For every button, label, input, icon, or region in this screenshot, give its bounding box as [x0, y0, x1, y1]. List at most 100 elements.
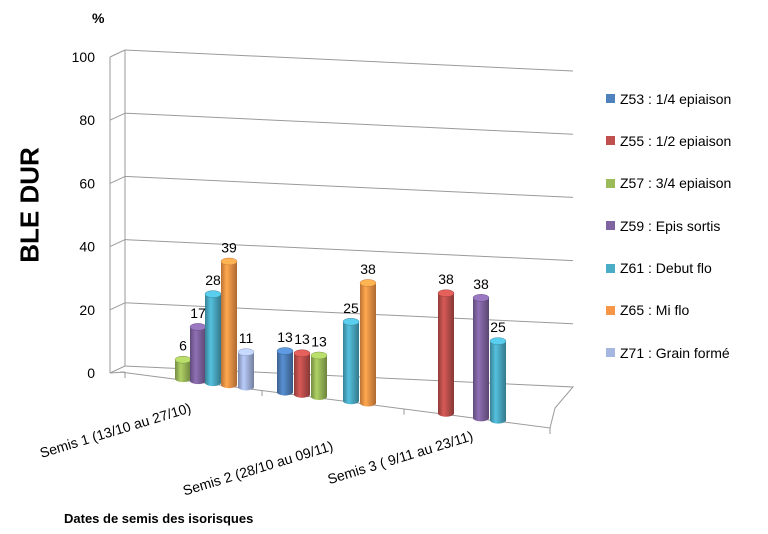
y-tick-label: 80 — [79, 112, 95, 128]
x-axis-title: Dates de semis des isorisques — [64, 511, 254, 526]
gridline — [124, 175, 574, 198]
chart-walls — [109, 50, 575, 434]
bar — [237, 348, 255, 391]
value-label: 6 — [179, 338, 187, 354]
gridline-side — [109, 302, 126, 311]
bar-top — [437, 289, 455, 297]
bar — [472, 294, 490, 422]
value-label: 25 — [343, 300, 359, 316]
legend-swatch — [606, 178, 615, 188]
bar-body — [343, 321, 359, 405]
y-tick-label: 20 — [79, 302, 95, 318]
gridline — [124, 112, 574, 135]
category-label: Semis 3 ( 9/11 au 23/11) — [326, 428, 475, 488]
gridline — [124, 49, 574, 72]
legend-swatch — [606, 94, 615, 103]
floor-outline — [119, 365, 575, 429]
bar-body — [360, 282, 376, 407]
bar — [276, 347, 294, 396]
legend-swatch — [606, 263, 615, 273]
value-label: 17 — [190, 305, 206, 321]
value-label: 39 — [221, 239, 237, 255]
value-label: 38 — [473, 276, 489, 292]
bar — [489, 337, 507, 424]
legend-label: Z53 : 1/4 epiaison — [620, 90, 732, 107]
value-label: 25 — [490, 319, 506, 335]
y-axis-title: BLE DUR — [14, 147, 45, 263]
bar-top — [489, 337, 507, 345]
legend-item: Z55 : 1/2 epiaison — [606, 130, 768, 151]
bar-body — [205, 294, 221, 387]
category-label: Semis 1 (13/10 au 27/10) — [38, 400, 193, 461]
bar-body — [438, 293, 454, 417]
category-labels: Semis 1 (13/10 au 27/10)Semis 2 (28/10 a… — [38, 400, 475, 499]
gridlines — [109, 49, 574, 374]
legend-label: Z59 : Epis sortis — [620, 217, 721, 234]
bars — [174, 257, 507, 424]
bar — [310, 351, 328, 401]
legend-item: Z65 : Mi flo — [606, 300, 768, 321]
category-label: Semis 2 (28/10 au 09/11) — [181, 438, 335, 499]
y-tick-label: 60 — [79, 175, 95, 191]
legend-label: Z65 : Mi flo — [620, 302, 690, 319]
legend-swatch — [606, 305, 615, 315]
legend-swatch — [606, 136, 615, 146]
value-label: 38 — [360, 261, 376, 277]
bar-top — [220, 257, 238, 266]
legend-swatch — [606, 348, 615, 358]
value-label: 13 — [294, 331, 310, 347]
legend: Z53 : 1/4 epiaison Z55 : 1/2 epiaison Z57 … — [606, 88, 768, 385]
legend-item: Z57 : 3/4 epiaison — [606, 173, 768, 194]
bar-body — [473, 297, 489, 422]
bar-top — [174, 355, 192, 364]
bar-top — [472, 294, 490, 302]
bar-top — [293, 349, 311, 357]
floor-edge — [109, 371, 126, 374]
gridline — [124, 302, 574, 325]
bar-top — [310, 351, 328, 360]
bar-body — [238, 352, 254, 391]
gridline — [124, 239, 574, 262]
bar — [189, 323, 207, 385]
y-tick-label: 40 — [79, 239, 95, 255]
bar — [359, 279, 377, 407]
bar-body — [175, 359, 191, 383]
legend-label: Z61 : Debut flo — [620, 260, 712, 277]
bar-body — [294, 353, 310, 398]
legend-label: Z71 : Grain formé — [620, 344, 730, 361]
bar-body — [277, 351, 293, 396]
gridline-side — [109, 112, 126, 121]
bar-top — [359, 279, 377, 287]
legend-item: Z71 : Grain formé — [606, 342, 768, 363]
bar-body — [311, 355, 327, 401]
y-tick-label: 0 — [87, 365, 95, 381]
legend-item: Z59 : Epis sortis — [606, 215, 768, 236]
bar — [220, 257, 238, 389]
value-label: 13 — [311, 333, 327, 349]
bar — [293, 349, 311, 398]
y-tick-labels: 0 20 40 60 80 100 — [72, 49, 96, 381]
legend-label: Z55 : 1/2 epiaison — [620, 132, 732, 149]
bar-top — [276, 347, 294, 355]
bar — [174, 355, 192, 383]
legend-item: Z61 : Debut flo — [606, 258, 768, 279]
legend-label: Z57 : 3/4 epiaison — [620, 175, 732, 192]
gridline-side — [109, 175, 126, 184]
legend-swatch — [606, 221, 615, 231]
legend-item: Z53 : 1/4 epiaison — [606, 88, 768, 109]
bar-body — [190, 326, 206, 385]
bar — [342, 318, 360, 405]
value-label: 13 — [277, 329, 293, 345]
y-tick-label: 100 — [72, 49, 96, 65]
bar-top — [204, 290, 222, 298]
y-unit-label: % — [92, 10, 105, 26]
gridline-side — [109, 365, 126, 374]
bar-body — [221, 261, 237, 389]
bar — [437, 289, 455, 417]
bar-body — [490, 341, 506, 424]
bar — [204, 290, 222, 387]
bar-top — [342, 318, 360, 326]
value-label: 11 — [239, 330, 254, 346]
